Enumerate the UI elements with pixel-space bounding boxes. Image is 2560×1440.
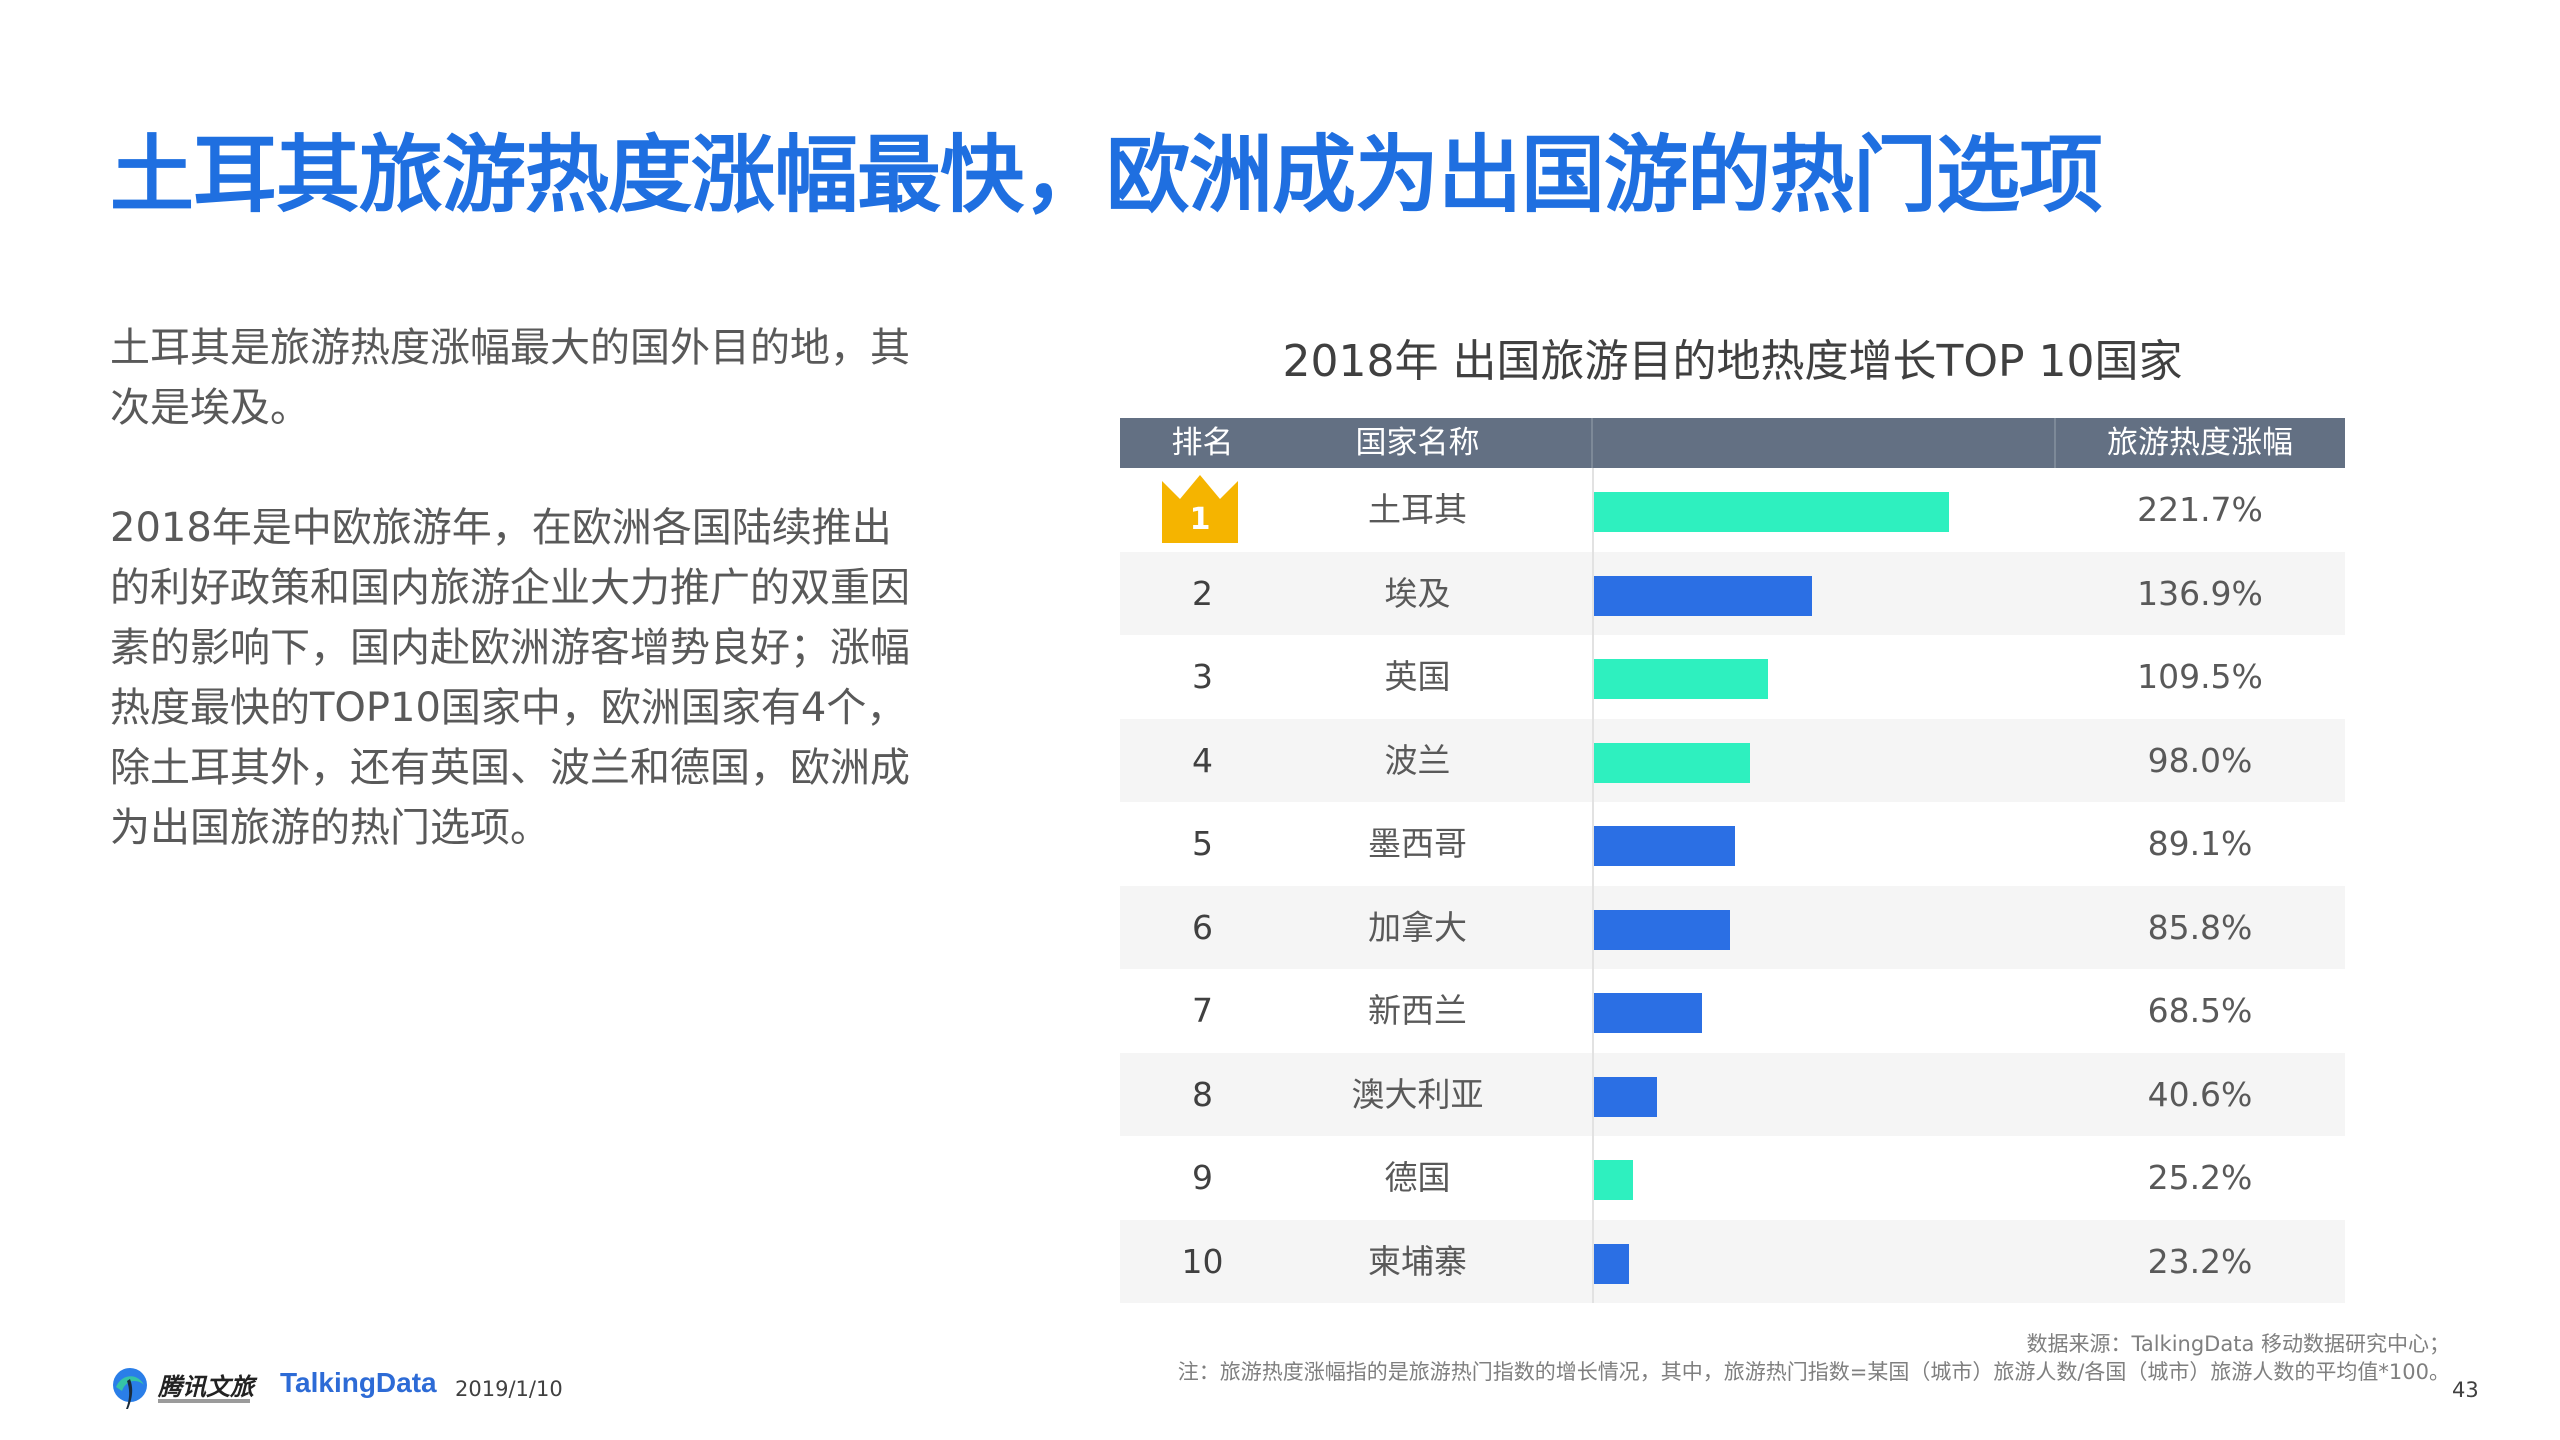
- header-growth: 旅游热度涨幅: [2107, 425, 2293, 461]
- growth-bar: [1592, 1243, 1630, 1284]
- country-name: 波兰: [1384, 740, 1451, 780]
- growth-value: 23.2%: [2147, 1241, 2253, 1281]
- header-rank: 排名: [1171, 425, 1234, 461]
- rank-number: 8: [1192, 1074, 1213, 1114]
- table-row: 9 德国 25.2%: [1120, 1136, 2345, 1219]
- footnote: 注：旅游热度涨幅指的是旅游热门指数的增长情况，其中，旅游热门指数=某国（城市）旅…: [1177, 1360, 2450, 1384]
- table-row: 3 英国 109.5%: [1120, 635, 2345, 718]
- growth-value: 85.8%: [2147, 907, 2253, 947]
- growth-value: 221.7%: [2137, 490, 2263, 529]
- header-country: 国家名称: [1355, 425, 1480, 461]
- growth-value: 40.6%: [2147, 1074, 2253, 1114]
- intro-paragraph-1: 土耳其是旅游热度涨幅最大的国外目的地，其次是埃及。: [110, 325, 910, 431]
- growth-value: 136.9%: [2137, 573, 2263, 613]
- rank-number: 1: [1189, 502, 1211, 537]
- growth-value: 68.5%: [2147, 991, 2253, 1030]
- country-name: 墨西哥: [1368, 824, 1467, 863]
- header-divider: [2054, 418, 2056, 468]
- table-row: 10 柬埔寨 23.2%: [1120, 1219, 2345, 1303]
- growth-value: 109.5%: [2137, 657, 2263, 696]
- table-row: 8 澳大利亚 40.6%: [1120, 1052, 2345, 1136]
- rank-number: 10: [1181, 1241, 1224, 1281]
- table-row: 7 新西兰 68.5%: [1120, 969, 2345, 1052]
- country-name: 德国: [1384, 1158, 1451, 1197]
- data-source: 数据来源：TalkingData 移动数据研究中心；: [2026, 1332, 2450, 1356]
- bar-axis-line: [1592, 468, 1594, 1303]
- growth-value: 98.0%: [2147, 740, 2253, 780]
- table-row: 6 加拿大 85.8%: [1120, 885, 2345, 969]
- tencent-brand-tagline: [158, 1399, 250, 1403]
- intro-paragraph-2: 2018年是中欧旅游年，在欧洲各国陆续推出的利好政策和国内旅游企业大力推广的双重…: [110, 505, 910, 851]
- rank-number: 2: [1192, 573, 1213, 613]
- growth-value: 25.2%: [2147, 1158, 2253, 1197]
- table-row: 4 波兰 98.0%: [1120, 718, 2345, 802]
- intro-text: 土耳其是旅游热度涨幅最大的国外目的地，其次是埃及。 2018年是中欧旅游年，在欧…: [110, 318, 910, 858]
- country-name: 新西兰: [1368, 991, 1467, 1030]
- country-name: 加拿大: [1368, 907, 1467, 947]
- growth-bar: [1592, 575, 1813, 616]
- ranking-chart: 排名 国家名称 旅游热度涨幅 1 土耳其 221.7% 2 埃及 136.9% 3 英国 109…: [1120, 418, 2345, 1303]
- rank-number: 4: [1192, 740, 1213, 780]
- table-header: 排名 国家名称 旅游热度涨幅: [1120, 418, 2345, 468]
- tencent-brand: 腾讯文旅: [158, 1373, 254, 1401]
- page-title: 土耳其旅游热度涨幅最快，欧洲成为出国游的热门选项: [110, 126, 2103, 224]
- country-name: 澳大利亚: [1351, 1074, 1484, 1114]
- growth-bar: [1592, 993, 1703, 1033]
- growth-bar: [1592, 659, 1769, 699]
- country-name: 柬埔寨: [1368, 1241, 1467, 1281]
- rank-number: 3: [1192, 657, 1213, 696]
- rank-number: 6: [1192, 907, 1213, 947]
- chart-title: 2018年 出国旅游目的地热度增长TOP 10国家: [1282, 336, 2183, 387]
- growth-bar: [1592, 1076, 1658, 1117]
- table-row: 1 土耳其 221.7%: [1120, 468, 2345, 551]
- country-name: 土耳其: [1368, 490, 1467, 529]
- country-name: 埃及: [1384, 573, 1451, 613]
- crown-icon: [1162, 475, 1238, 543]
- report-date: 2019/1/10: [455, 1377, 563, 1401]
- header-divider: [1591, 418, 1593, 468]
- rank-number: 5: [1192, 824, 1213, 863]
- growth-bar: [1592, 909, 1731, 950]
- table-row: 2 埃及 136.9%: [1120, 551, 2345, 635]
- talkingdata-brand: TalkingData: [280, 1367, 437, 1398]
- rank-number: 9: [1192, 1158, 1213, 1197]
- growth-bar: [1592, 742, 1750, 783]
- growth-value: 89.1%: [2147, 824, 2253, 863]
- growth-bar: [1592, 1160, 1633, 1200]
- page-number: 43: [2452, 1378, 2479, 1402]
- tencent-logo-icon: [113, 1368, 147, 1409]
- rank-number: 7: [1192, 991, 1213, 1030]
- growth-bar: [1592, 492, 1949, 532]
- table-row: 5 墨西哥 89.1%: [1120, 802, 2345, 885]
- growth-bar: [1592, 826, 1736, 866]
- country-name: 英国: [1384, 657, 1451, 696]
